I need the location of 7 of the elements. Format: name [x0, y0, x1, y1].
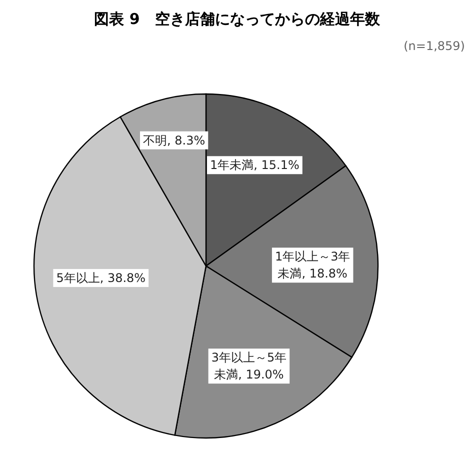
slice-label: 1年未満, 15.1%: [210, 158, 300, 172]
slice-label: 3年以上～5年未満, 19.0%: [211, 350, 287, 382]
slice-label: 1年以上～3年未満, 18.8%: [274, 250, 350, 281]
slice-label: 不明, 8.3%: [143, 133, 206, 148]
chart-title: 図表 9 空き店舗になってからの経過年数: [94, 10, 381, 28]
slice-label: 5年以上, 38.8%: [56, 271, 146, 286]
text: (n=1,859): [404, 39, 465, 53]
